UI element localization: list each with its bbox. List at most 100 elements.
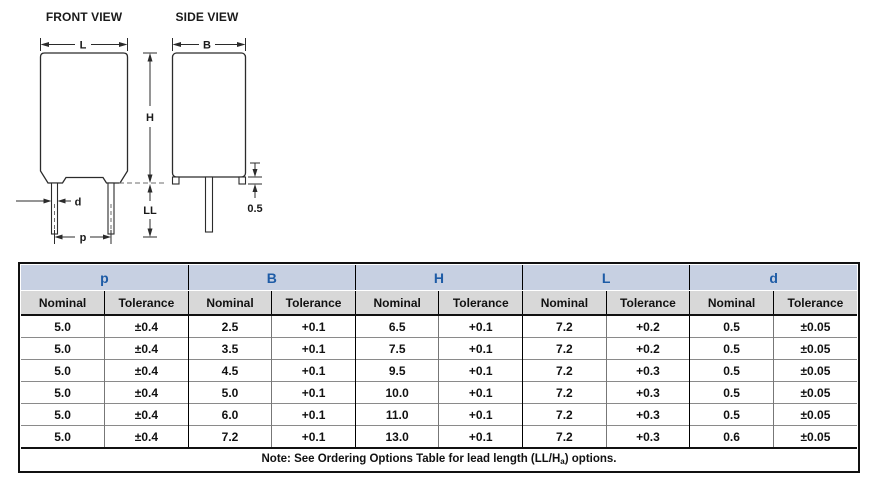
dimensions-table-frame: p B H L d Nominal Tolerance Nominal Tole… — [18, 262, 860, 473]
table-row: 5.0 ±0.4 4.5 +0.1 9.5 +0.1 7.2 +0.3 0.5 … — [21, 359, 857, 382]
cell: 0.5 — [689, 359, 774, 382]
group-header-row: p B H L d — [21, 265, 857, 291]
dim-B-arrow-right — [237, 42, 246, 47]
side-foot-left — [171, 176, 180, 185]
dim-standoff-arrow-down — [252, 169, 258, 177]
cell: +0.1 — [438, 359, 523, 382]
subheader-tolerance: Tolerance — [104, 290, 189, 316]
cell: 5.0 — [21, 425, 105, 448]
dim-label-LL: LL — [143, 205, 157, 217]
cell: +0.1 — [438, 315, 523, 338]
cell: +0.3 — [605, 425, 690, 448]
cell: ±0.4 — [104, 315, 189, 338]
cell: 7.5 — [354, 337, 439, 360]
table-row: 5.0 ±0.4 2.5 +0.1 6.5 +0.1 7.2 +0.2 0.5 … — [21, 315, 857, 338]
note-row: Note: See Ordering Options Table for lea… — [21, 447, 857, 470]
note-text-subscript: a — [560, 457, 565, 466]
dim-L-arrow-right — [119, 42, 128, 47]
cell: 7.2 — [522, 403, 607, 426]
subheader-nominal: Nominal — [522, 290, 607, 316]
cell: 13.0 — [354, 425, 439, 448]
subheader-row: Nominal Tolerance Nominal Tolerance Nomi… — [21, 290, 857, 316]
cell: 6.5 — [354, 315, 439, 338]
cell: +0.1 — [438, 337, 523, 360]
table-note: Note: See Ordering Options Table for lea… — [21, 447, 857, 470]
dim-label-standoff: 0.5 — [247, 203, 262, 215]
cell: +0.2 — [605, 315, 690, 338]
front-view-title: FRONT VIEW — [46, 10, 123, 24]
front-body-outline — [39, 52, 129, 184]
subheader-nominal: Nominal — [21, 290, 105, 316]
table-row: 5.0 ±0.4 7.2 +0.1 13.0 +0.1 7.2 +0.3 0.6… — [21, 425, 857, 448]
cell: 7.2 — [522, 359, 607, 382]
dim-LL-arrow-up — [147, 184, 153, 193]
dim-standoff-arrow-up — [252, 184, 258, 192]
cell: 5.0 — [21, 359, 105, 382]
dim-label-p: p — [80, 232, 87, 244]
dim-p-arrow-right — [103, 234, 111, 240]
group-header-p: p — [21, 265, 189, 291]
cell: ±0.4 — [104, 359, 189, 382]
cell: 9.5 — [354, 359, 439, 382]
cell: ±0.05 — [772, 315, 857, 338]
cell: +0.1 — [271, 403, 356, 426]
cell: +0.1 — [271, 381, 356, 404]
cell: +0.1 — [271, 359, 356, 382]
dim-d-arrow-left — [57, 198, 66, 204]
cell: +0.1 — [438, 425, 523, 448]
cell: 2.5 — [187, 315, 272, 338]
cell: 7.2 — [522, 337, 607, 360]
dimension-diagram: FRONT VIEW SIDE VIEW L H LL d p — [16, 10, 263, 244]
cell: 5.0 — [21, 381, 105, 404]
group-header-B: B — [187, 265, 356, 291]
dim-label-B: B — [203, 40, 211, 52]
subheader-tolerance: Tolerance — [271, 290, 356, 316]
cell: 7.2 — [187, 425, 272, 448]
table-row: 5.0 ±0.4 3.5 +0.1 7.5 +0.1 7.2 +0.2 0.5 … — [21, 337, 857, 360]
table-row: 5.0 ±0.4 6.0 +0.1 11.0 +0.1 7.2 +0.3 0.5… — [21, 403, 857, 426]
cell: 0.6 — [689, 425, 774, 448]
dim-L-arrow-left — [40, 42, 49, 47]
cell: +0.1 — [271, 425, 356, 448]
cell: 0.5 — [689, 337, 774, 360]
cell: 6.0 — [187, 403, 272, 426]
cell: ±0.05 — [772, 425, 857, 448]
cell: 5.0 — [21, 403, 105, 426]
cell: +0.1 — [271, 315, 356, 338]
cell: ±0.4 — [104, 337, 189, 360]
side-view-title: SIDE VIEW — [176, 10, 239, 24]
cell: +0.3 — [605, 359, 690, 382]
dim-LL-arrow-down — [147, 228, 153, 237]
group-header-d: d — [689, 265, 857, 291]
side-lead — [204, 176, 214, 233]
side-body-outline — [171, 52, 247, 178]
cell: ±0.4 — [104, 425, 189, 448]
cell: 7.2 — [522, 425, 607, 448]
subheader-tolerance: Tolerance — [438, 290, 523, 316]
dim-label-d: d — [75, 197, 82, 209]
dim-label-L: L — [80, 40, 87, 52]
note-text-suffix: ) options. — [564, 453, 617, 465]
dim-H-arrow-down — [147, 174, 153, 183]
table-row: 5.0 ±0.4 5.0 +0.1 10.0 +0.1 7.2 +0.3 0.5… — [21, 381, 857, 404]
dim-label-H: H — [146, 112, 154, 124]
cell: +0.3 — [605, 381, 690, 404]
dim-p-arrow-left — [54, 234, 63, 240]
cell: 7.2 — [522, 381, 607, 404]
cell: ±0.4 — [104, 381, 189, 404]
cell: +0.3 — [605, 403, 690, 426]
cell: 10.0 — [354, 381, 439, 404]
dim-H-arrow-up — [147, 53, 153, 62]
subheader-tolerance: Tolerance — [772, 290, 857, 316]
cell: ±0.05 — [772, 337, 857, 360]
cell: 7.2 — [522, 315, 607, 338]
subheader-tolerance: Tolerance — [605, 290, 690, 316]
cell: ±0.4 — [104, 403, 189, 426]
group-header-H: H — [354, 265, 523, 291]
cell: +0.1 — [438, 381, 523, 404]
cell: +0.1 — [271, 337, 356, 360]
side-foot-right — [238, 176, 247, 185]
subheader-nominal: Nominal — [354, 290, 439, 316]
cell: 5.0 — [21, 337, 105, 360]
cell: +0.1 — [438, 403, 523, 426]
